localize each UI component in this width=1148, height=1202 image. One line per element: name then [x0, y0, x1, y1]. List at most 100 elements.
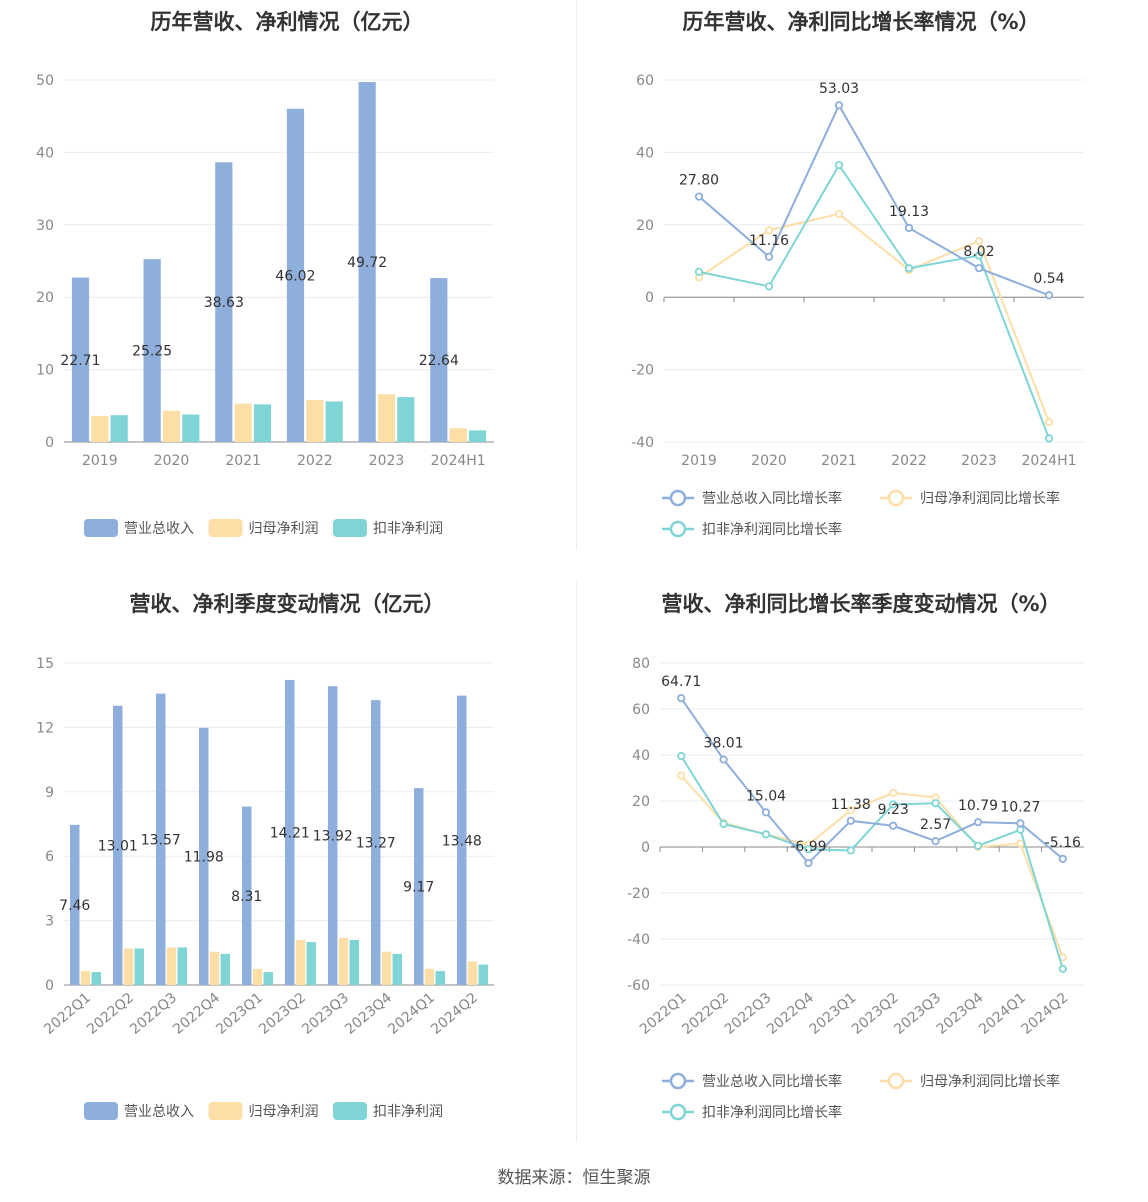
bar: [182, 414, 200, 442]
data-point: [804, 845, 813, 854]
data-point: [889, 800, 898, 809]
legend-swatch: [208, 1102, 243, 1120]
y-tick-label: -60: [627, 978, 650, 994]
legend-label: 归母净利润: [249, 1103, 319, 1120]
x-tick-label: 2019: [681, 453, 717, 469]
data-point: [761, 830, 771, 839]
legend-swatch: [84, 1102, 118, 1120]
bar: [449, 428, 467, 442]
bar: [113, 705, 123, 985]
data-label: 38.63: [204, 295, 244, 311]
legend-label: 归母净利润同比增长率: [920, 490, 1060, 507]
annual-growth-chart: -40 -20 0 20 40 60 2019 2020 2021 2022 2023 2024H1 2…: [631, 73, 1084, 538]
x-tick-label: 2022Q3: [127, 990, 180, 1038]
x-tick-label: 2020: [154, 453, 190, 469]
bar: [199, 727, 209, 985]
y-tick-label: -40: [631, 435, 654, 451]
data-label: 9.17: [403, 880, 434, 896]
series-line: [698, 103, 1050, 297]
data-label: 19.13: [889, 204, 929, 220]
data-label: 13.57: [141, 832, 181, 848]
data-label: 15.04: [746, 788, 786, 804]
data-point: [974, 251, 984, 260]
x-tick-label: 2023: [961, 453, 997, 469]
data-point: [694, 192, 704, 201]
y-tick-label: 20: [636, 218, 654, 234]
bar: [478, 964, 488, 985]
y-tick-label: 60: [636, 73, 654, 89]
legend-label: 营业总收入: [124, 521, 194, 537]
data-label: 9.23: [878, 802, 909, 818]
x-tick-label: 2024Q1: [385, 990, 438, 1038]
y-tick-label: 20: [632, 794, 650, 810]
quarterly-revenue-profit-panel: 营收、净利季度变动情况（亿元） 0 3 6 9 12 15 2022Q1 2022Q2 2022…: [0, 583, 574, 1143]
bar: [414, 788, 424, 985]
x-tick-label: 2022Q1: [41, 990, 94, 1038]
x-tick-label: 2022Q4: [764, 990, 817, 1038]
legend-label: 扣非净利润: [373, 1104, 443, 1120]
series-line: [680, 755, 1064, 970]
y-tick-label: 15: [36, 656, 54, 672]
legend-marker: [669, 489, 687, 507]
data-point: [764, 226, 774, 235]
y-tick-label: 0: [641, 840, 650, 856]
data-point: [677, 694, 686, 703]
data-point: [1044, 434, 1054, 443]
x-tick-label: 2023Q4: [342, 990, 395, 1038]
x-tick-label: 2020: [751, 453, 787, 469]
data-point: [973, 818, 983, 827]
bar: [349, 939, 359, 985]
legend-label: 扣非净利润: [373, 521, 443, 537]
legend-label: 归母净利润同比增长率: [920, 1073, 1060, 1090]
legend-marker: [669, 1072, 687, 1090]
bar: [253, 404, 272, 442]
data-point: [904, 264, 914, 273]
data-point: [719, 755, 728, 764]
data-label: 22.71: [60, 353, 100, 369]
y-tick-label: 0: [45, 978, 54, 994]
x-tick-label: 2023Q1: [807, 990, 860, 1038]
bar: [435, 971, 445, 985]
data-label: 27.80: [679, 173, 719, 189]
bar: [134, 948, 144, 985]
x-tick-label: 2022: [891, 453, 927, 469]
data-label: -5.16: [1045, 835, 1081, 851]
x-tick-label: 2022Q2: [679, 990, 732, 1038]
y-tick-label: -20: [631, 363, 654, 379]
data-point: [889, 821, 898, 830]
y-tick-label: 0: [45, 435, 54, 451]
data-point: [931, 799, 940, 808]
x-tick-label: 2023Q4: [934, 990, 987, 1038]
series-line: [680, 697, 1064, 865]
chart-title: 历年营收、净利情况（亿元）: [150, 10, 424, 34]
x-tick-label: 2023Q3: [299, 990, 352, 1038]
data-point: [764, 252, 774, 261]
data-point: [677, 752, 686, 761]
bar: [392, 953, 402, 985]
bar: [468, 430, 487, 442]
series-line: [698, 212, 1050, 423]
quarterly-revenue-profit-chart: 036912152022Q12022Q22022Q32022Q42023Q120…: [36, 656, 494, 1120]
bar: [306, 942, 316, 985]
data-point: [694, 267, 704, 276]
bar: [177, 947, 187, 985]
data-label: 11.98: [184, 849, 224, 865]
bar: [285, 679, 295, 985]
x-tick-label: 2024Q2: [428, 990, 481, 1038]
panel-divider-top: [576, 0, 577, 550]
bar: [91, 972, 101, 985]
data-label: 10.79: [958, 798, 998, 814]
data-point: [1044, 417, 1054, 427]
data-point: [764, 282, 774, 291]
x-tick-label: 2022: [297, 453, 333, 469]
x-tick-label: 2022Q1: [637, 990, 690, 1038]
bar: [381, 951, 392, 985]
bar: [110, 415, 128, 442]
legend-label: 营业总收入同比增长率: [702, 490, 842, 507]
data-label: 53.03: [819, 81, 859, 97]
data-label: 0.54: [1033, 271, 1064, 287]
data-point: [1044, 291, 1054, 300]
data-label: 25.25: [132, 344, 172, 360]
data-point: [973, 841, 983, 850]
y-tick-label: 50: [36, 73, 54, 89]
